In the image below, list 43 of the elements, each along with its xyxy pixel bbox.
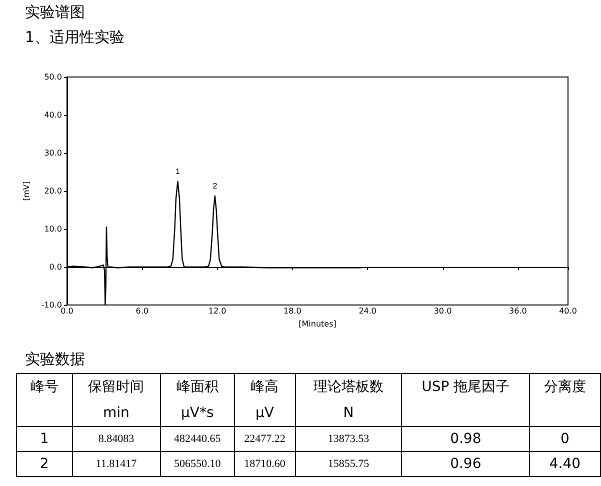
text: 506550.10 — [160, 452, 234, 476]
text: 峰号 — [16, 374, 72, 426]
text: 实验数据 — [25, 350, 85, 369]
text: 峰高 μV — [234, 374, 296, 426]
y-tick-label: -10.0 — [41, 300, 62, 310]
y-tick-label: 30.0 — [44, 148, 62, 158]
y-tick-label: 40.0 — [44, 110, 62, 120]
text: 0.96 — [402, 452, 530, 476]
x-tick-label: 40.0 — [559, 306, 577, 316]
y-tick-label: 10.0 — [44, 224, 62, 234]
y-axis-title: [mV] — [22, 181, 31, 201]
annotation: 2 — [212, 181, 218, 190]
text: USP 拖尾因子 — [402, 374, 530, 426]
text: 22477.22 — [234, 426, 296, 452]
text: 15855.75 — [295, 452, 402, 476]
x-tick-label: 0.0 — [60, 306, 74, 316]
x-tick-label: 12.0 — [208, 306, 226, 316]
x-tick-label: 36.0 — [508, 306, 527, 316]
x-tick-label: 24.0 — [358, 306, 377, 316]
text: 理论塔板数 N — [295, 374, 402, 426]
text: 11.81417 — [72, 452, 160, 476]
text: 分离度 — [529, 374, 600, 426]
y-tick-label: 20.0 — [44, 186, 62, 196]
y-tick-label: 0.0 — [49, 262, 62, 272]
x-tick-label: 18.0 — [284, 306, 302, 316]
text: 1 — [16, 426, 72, 452]
annotation: 1 — [175, 167, 180, 176]
x-tick-label: 6.0 — [136, 306, 149, 316]
text: 482440.65 — [160, 426, 234, 452]
text: 4.40 — [529, 452, 600, 476]
text: 8.84083 — [72, 426, 160, 452]
chart-subtitle: 1、适用性实验 — [25, 28, 125, 47]
text: 0.98 — [402, 426, 530, 452]
x-tick-label: 30.0 — [434, 306, 452, 316]
x-axis-title: [Minutes] — [298, 319, 336, 328]
text: 13873.53 — [295, 426, 402, 452]
text: 保留时间 min — [72, 374, 160, 426]
y-tick-label: 50.0 — [44, 72, 62, 82]
text: 2 — [16, 452, 72, 476]
chart-title: 实验谱图 — [25, 3, 85, 22]
text: 0 — [529, 426, 600, 452]
text: 峰面积 μV*s — [160, 374, 234, 426]
text: 18710.60 — [234, 452, 296, 476]
